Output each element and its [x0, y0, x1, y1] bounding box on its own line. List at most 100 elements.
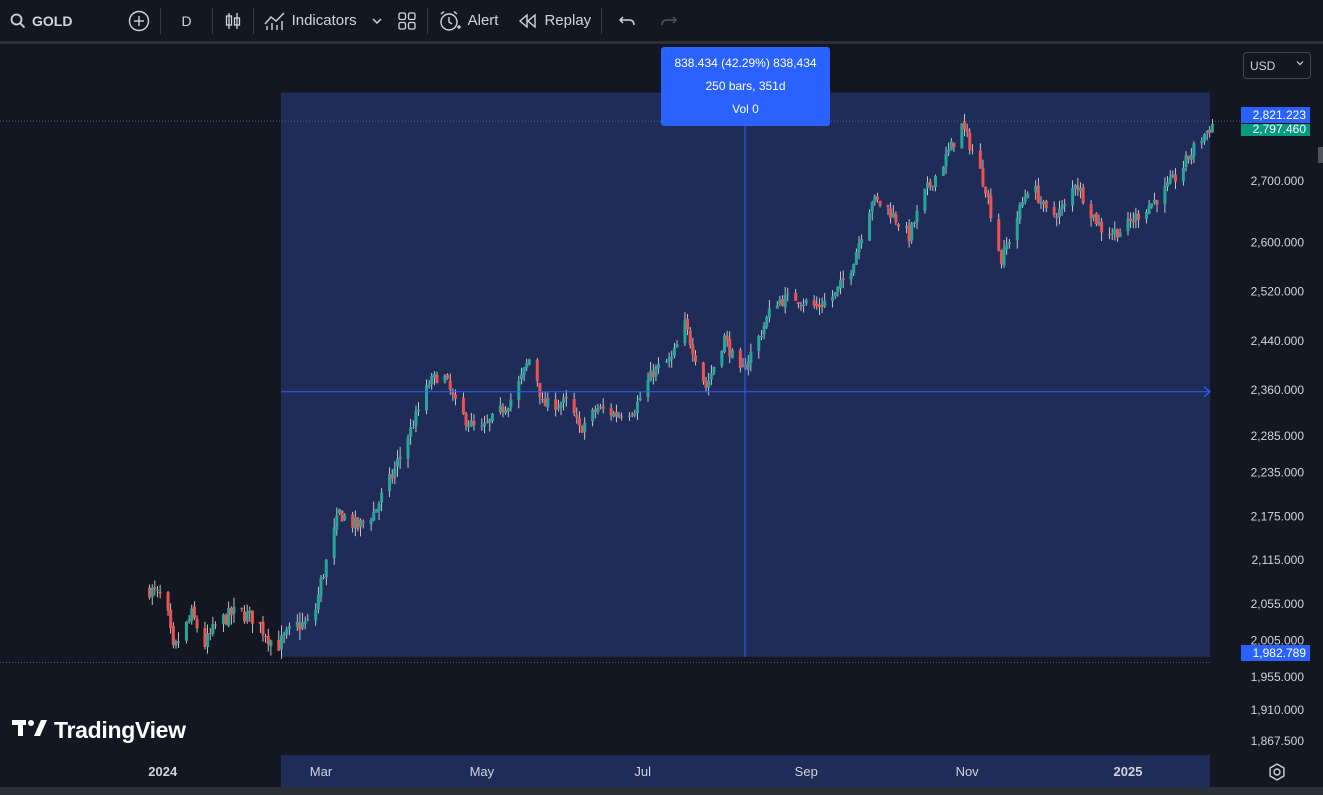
candle-body	[730, 349, 734, 359]
candle-body	[195, 619, 199, 629]
candle-body	[744, 364, 748, 370]
candle-body	[525, 363, 529, 368]
candle-body	[1002, 247, 1006, 266]
candle-body	[206, 633, 210, 648]
candle-body	[591, 409, 595, 422]
price-chart[interactable]: 2,700.000 2,600.000 2,520.000 2,440.000 2,36…	[0, 47, 1323, 755]
candle-body	[285, 629, 289, 635]
candle-body	[965, 128, 969, 132]
candle-body	[999, 250, 1003, 264]
price-tick-label: 2,235.000	[1251, 466, 1305, 480]
candle-body	[527, 359, 531, 365]
candle-body	[947, 149, 951, 153]
candle-body	[817, 304, 821, 308]
candle-body	[485, 421, 489, 423]
candle-body	[720, 351, 724, 366]
candle-body	[1144, 211, 1148, 219]
candle-body	[174, 640, 178, 646]
candle-body	[1134, 213, 1138, 221]
time-axis-labels: 2024 Mar May Jul Sep Nov 2025	[148, 764, 1142, 779]
candle-body	[380, 492, 384, 503]
candle-body	[704, 381, 708, 388]
candle-body	[667, 357, 671, 362]
candle-body	[171, 625, 175, 645]
candle-body	[490, 413, 494, 422]
candle-body	[686, 318, 690, 330]
layout-grid-icon	[397, 11, 417, 31]
scrollbar-handle[interactable]	[1318, 147, 1323, 163]
candle-body	[933, 175, 937, 188]
candle-body	[1200, 140, 1204, 143]
candle-body	[414, 411, 418, 427]
alert-clock-icon	[438, 10, 462, 32]
indicators-dropdown[interactable]	[367, 0, 387, 43]
candle-body	[762, 325, 766, 335]
chart-settings-icon[interactable]	[1266, 761, 1288, 788]
candle-body	[324, 559, 328, 578]
tradingview-logo[interactable]: TradingView	[12, 717, 186, 744]
candle-body	[498, 405, 502, 413]
candle-body	[427, 385, 431, 387]
chart-type-button[interactable]	[213, 0, 253, 43]
candle-body	[562, 397, 566, 404]
indicators-label: Indicators	[291, 12, 357, 29]
candle-body	[1184, 155, 1188, 168]
candle-body	[443, 375, 447, 382]
candle-body	[1131, 220, 1135, 223]
symbol-search[interactable]: GOLD	[0, 0, 82, 43]
candle-body	[978, 150, 982, 169]
compare-button[interactable]	[118, 0, 160, 43]
redo-button[interactable]	[652, 0, 686, 43]
candle-body	[461, 397, 465, 415]
indicators-button[interactable]: Indicators	[254, 0, 367, 43]
candle-body	[878, 200, 882, 206]
candle-body	[786, 293, 790, 295]
candle-body	[701, 362, 705, 382]
interval-button[interactable]: D	[181, 12, 192, 29]
currency-select[interactable]: USD	[1243, 52, 1311, 79]
candle-body	[894, 214, 898, 223]
candle-body	[944, 153, 948, 167]
time-axis-label: Nov	[956, 764, 980, 779]
replay-button[interactable]: Replay	[508, 0, 601, 43]
candle-body	[1089, 204, 1093, 219]
candle-body	[361, 521, 365, 523]
candle-body	[480, 426, 484, 428]
candle-body	[857, 243, 861, 253]
layout-button[interactable]	[387, 0, 427, 43]
time-axis[interactable]: 2024 Mar May Jul Sep Nov 2025	[0, 755, 1323, 787]
price-tick-label: 2,005.000	[1251, 634, 1305, 648]
candle-body	[232, 606, 236, 614]
candle-body	[693, 355, 697, 362]
undo-button[interactable]	[602, 0, 652, 43]
candle-body	[393, 468, 397, 478]
candle-body	[264, 635, 268, 638]
candle-body	[1108, 234, 1112, 236]
candle-body	[599, 406, 603, 408]
search-icon	[10, 13, 26, 29]
candle-body	[185, 621, 188, 641]
candle-body	[575, 414, 579, 419]
indicators-icon	[264, 11, 286, 31]
alert-button[interactable]: Alert	[428, 0, 509, 43]
measure-tooltip: 838.434 (42.29%) 838,434 250 bars, 351d …	[661, 47, 830, 126]
chart-area[interactable]: 2,700.000 2,600.000 2,520.000 2,440.000 2,36…	[0, 47, 1323, 755]
candle-body	[577, 418, 581, 426]
candle-body	[1073, 184, 1077, 189]
measure-arrow-head	[1203, 386, 1211, 398]
candle-body	[612, 412, 616, 417]
candle-body	[633, 413, 637, 416]
candle-body	[211, 624, 215, 634]
candle-body	[177, 641, 181, 643]
candle-body	[654, 366, 658, 377]
candle-body	[1150, 203, 1154, 208]
candle-body	[501, 407, 505, 413]
candle-body	[852, 264, 856, 274]
candle-body	[522, 367, 526, 376]
candle-body	[1115, 229, 1119, 238]
price-axis[interactable]: 2,700.000 2,600.000 2,520.000 2,440.000 2,36…	[1251, 174, 1305, 748]
candle-body	[997, 219, 1001, 251]
candle-body	[596, 408, 600, 413]
candle-body	[651, 371, 655, 377]
candle-body	[1057, 208, 1061, 218]
